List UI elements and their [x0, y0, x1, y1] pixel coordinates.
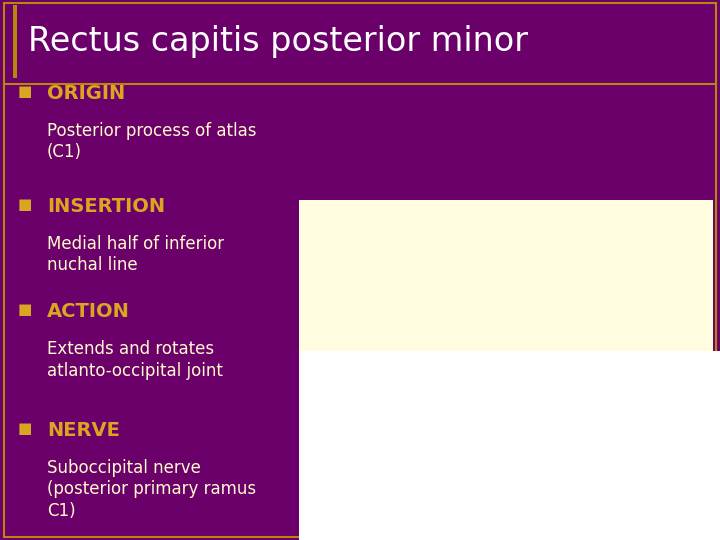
FancyBboxPatch shape — [299, 200, 713, 456]
Text: Posterior process of atlas
(C1): Posterior process of atlas (C1) — [47, 122, 256, 161]
Text: Rectus capitis posterior minor: Rectus capitis posterior minor — [28, 25, 528, 58]
Text: INSERTION: INSERTION — [47, 197, 165, 216]
Text: ■: ■ — [18, 302, 32, 318]
Text: ■: ■ — [18, 421, 32, 436]
Text: ■: ■ — [18, 84, 32, 99]
Text: Suboccipital nerve
(posterior primary ramus
C1): Suboccipital nerve (posterior primary ra… — [47, 459, 256, 520]
Text: NERVE: NERVE — [47, 421, 120, 440]
FancyBboxPatch shape — [299, 351, 720, 540]
Text: Medial half of inferior
nuchal line: Medial half of inferior nuchal line — [47, 235, 224, 274]
Text: Extends and rotates
atlanto-occipital joint: Extends and rotates atlanto-occipital jo… — [47, 340, 222, 380]
FancyBboxPatch shape — [13, 5, 17, 78]
Text: ■: ■ — [18, 197, 32, 212]
Text: ACTION: ACTION — [47, 302, 130, 321]
Text: ORIGIN: ORIGIN — [47, 84, 125, 103]
